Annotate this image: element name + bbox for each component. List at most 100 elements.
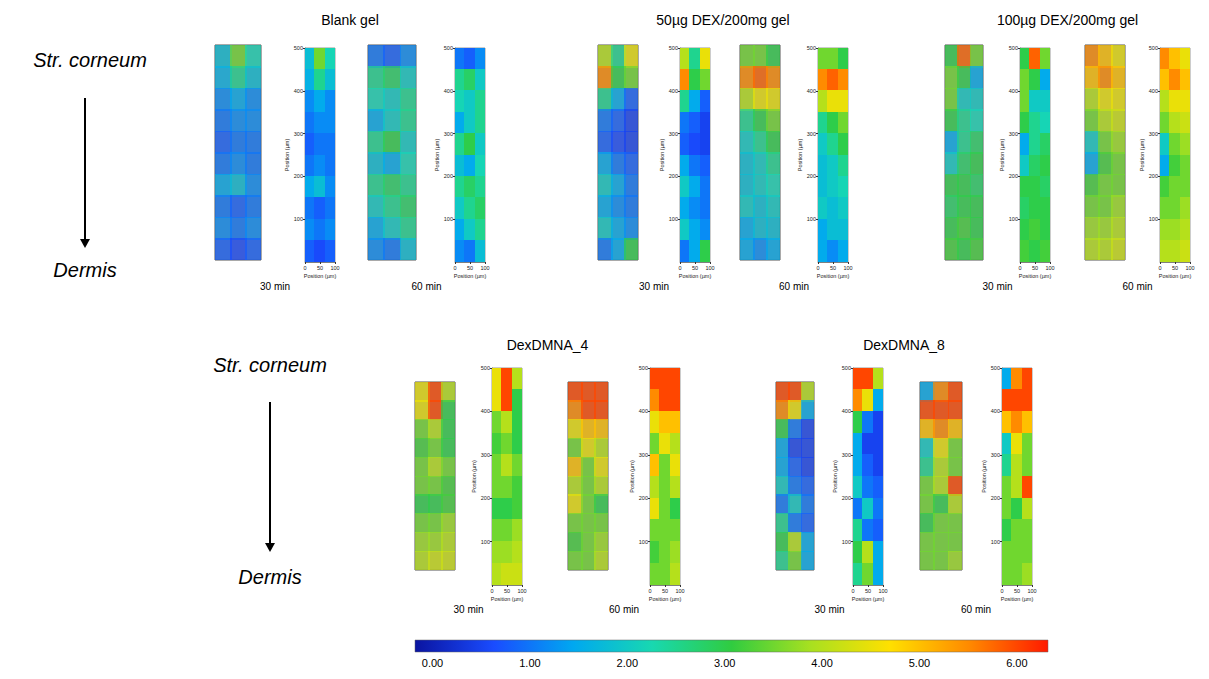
svg-text:400: 400: [842, 408, 851, 414]
svg-text:200: 200: [444, 173, 453, 179]
svg-text:Position (µm): Position (µm): [629, 460, 635, 493]
svg-text:Position (µm): Position (µm): [981, 460, 987, 493]
svg-text:400: 400: [444, 88, 453, 94]
svg-text:0: 0: [816, 265, 819, 271]
svg-text:500: 500: [1009, 45, 1018, 51]
svg-text:500: 500: [807, 45, 816, 51]
svg-text:50: 50: [504, 588, 510, 594]
svg-text:60 min: 60 min: [961, 604, 991, 615]
svg-text:0: 0: [1000, 588, 1003, 594]
svg-text:400: 400: [639, 408, 648, 414]
svg-text:30 min: 30 min: [814, 604, 844, 615]
svg-text:Position (µm): Position (µm): [471, 460, 477, 493]
svg-text:100: 100: [878, 588, 887, 594]
svg-text:100: 100: [1027, 588, 1036, 594]
svg-text:Position (µm): Position (µm): [659, 139, 665, 172]
svg-text:400: 400: [1009, 88, 1018, 94]
svg-text:100: 100: [517, 588, 526, 594]
svg-text:50: 50: [1014, 588, 1020, 594]
svg-text:100: 100: [669, 216, 678, 222]
svg-text:500: 500: [481, 365, 490, 371]
svg-text:100: 100: [1045, 265, 1054, 271]
svg-text:2.00: 2.00: [617, 657, 638, 669]
svg-text:Position (µm): Position (µm): [304, 273, 337, 279]
svg-text:50µg DEX/200mg gel: 50µg DEX/200mg gel: [656, 12, 789, 28]
svg-text:300: 300: [991, 452, 1000, 458]
svg-text:100: 100: [842, 539, 851, 545]
svg-text:500: 500: [294, 45, 303, 51]
svg-text:0: 0: [851, 588, 854, 594]
svg-text:Dermis: Dermis: [238, 566, 301, 588]
svg-text:Position (µm): Position (µm): [284, 139, 290, 172]
svg-text:100: 100: [843, 265, 852, 271]
svg-text:200: 200: [481, 495, 490, 501]
svg-text:300: 300: [639, 452, 648, 458]
svg-text:100: 100: [294, 216, 303, 222]
svg-text:200: 200: [807, 173, 816, 179]
svg-text:400: 400: [991, 408, 1000, 414]
svg-text:0: 0: [490, 588, 493, 594]
svg-text:100: 100: [1185, 265, 1194, 271]
svg-text:Position (µm): Position (µm): [797, 139, 803, 172]
svg-text:0: 0: [453, 265, 456, 271]
svg-text:60 min: 60 min: [1122, 281, 1152, 292]
svg-text:400: 400: [807, 88, 816, 94]
svg-text:Position (µm): Position (µm): [999, 139, 1005, 172]
svg-text:DexDMNA_4: DexDMNA_4: [507, 337, 589, 353]
svg-text:DexDMNA_8: DexDMNA_8: [863, 337, 945, 353]
svg-text:500: 500: [991, 365, 1000, 371]
svg-text:100: 100: [330, 265, 339, 271]
svg-text:300: 300: [842, 452, 851, 458]
svg-text:6.00: 6.00: [1006, 657, 1027, 669]
svg-text:Position (µm): Position (µm): [817, 273, 850, 279]
svg-text:Position (µm): Position (µm): [1159, 273, 1192, 279]
svg-text:30 min: 30 min: [260, 281, 290, 292]
svg-text:300: 300: [1009, 131, 1018, 137]
svg-text:100: 100: [675, 588, 684, 594]
svg-text:300: 300: [1149, 131, 1158, 137]
svg-text:200: 200: [294, 173, 303, 179]
svg-text:500: 500: [639, 365, 648, 371]
svg-text:300: 300: [444, 131, 453, 137]
svg-text:0: 0: [678, 265, 681, 271]
svg-text:Position (µm): Position (µm): [1019, 273, 1052, 279]
svg-text:50: 50: [1172, 265, 1178, 271]
svg-text:100: 100: [807, 216, 816, 222]
svg-text:Position (µm): Position (µm): [679, 273, 712, 279]
svg-text:200: 200: [639, 495, 648, 501]
svg-text:0: 0: [1018, 265, 1021, 271]
svg-text:Blank gel: Blank gel: [321, 12, 379, 28]
svg-text:200: 200: [1149, 173, 1158, 179]
svg-text:400: 400: [1149, 88, 1158, 94]
svg-text:60 min: 60 min: [779, 281, 809, 292]
svg-text:Position (µm): Position (µm): [1001, 596, 1034, 602]
svg-text:50: 50: [467, 265, 473, 271]
svg-text:Position (µm): Position (µm): [491, 596, 524, 602]
svg-text:60 min: 60 min: [609, 604, 639, 615]
svg-text:0: 0: [1158, 265, 1161, 271]
svg-text:300: 300: [294, 131, 303, 137]
svg-text:Position (µm): Position (µm): [852, 596, 885, 602]
svg-text:100: 100: [444, 216, 453, 222]
svg-text:400: 400: [669, 88, 678, 94]
svg-text:200: 200: [991, 495, 1000, 501]
svg-text:50: 50: [830, 265, 836, 271]
svg-text:3.00: 3.00: [714, 657, 735, 669]
svg-text:Position (µm): Position (µm): [454, 273, 487, 279]
svg-text:400: 400: [294, 88, 303, 94]
svg-text:500: 500: [1149, 45, 1158, 51]
svg-text:30 min: 30 min: [639, 281, 669, 292]
svg-text:1.00: 1.00: [519, 657, 540, 669]
svg-text:300: 300: [669, 131, 678, 137]
svg-text:Position (µm): Position (µm): [434, 139, 440, 172]
svg-text:Position (µm): Position (µm): [649, 596, 682, 602]
svg-text:50: 50: [692, 265, 698, 271]
svg-text:100: 100: [1009, 216, 1018, 222]
svg-text:300: 300: [807, 131, 816, 137]
svg-text:0: 0: [648, 588, 651, 594]
svg-text:100: 100: [991, 539, 1000, 545]
svg-text:50: 50: [1032, 265, 1038, 271]
svg-text:100: 100: [1149, 216, 1158, 222]
svg-text:500: 500: [669, 45, 678, 51]
svg-text:30 min: 30 min: [982, 281, 1012, 292]
